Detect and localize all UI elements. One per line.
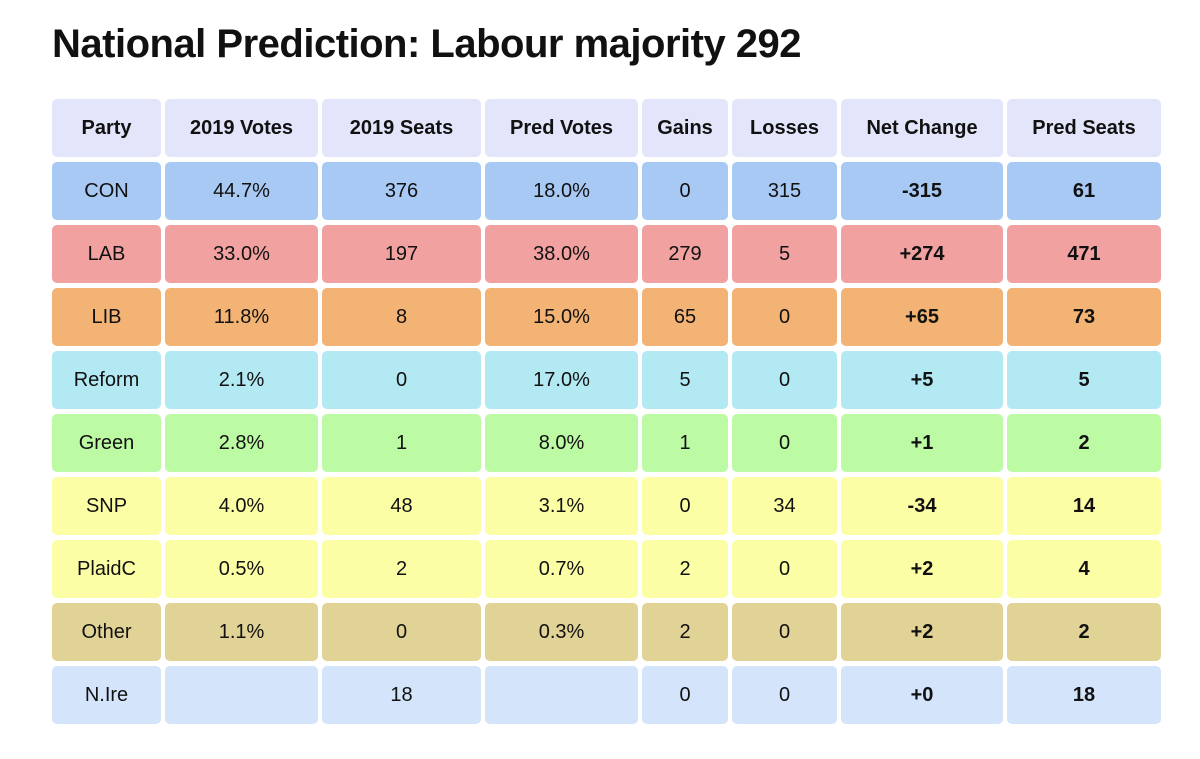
cell-n-ire-2019-votes [165, 666, 318, 724]
cell-reform-gains: 5 [642, 351, 728, 409]
cell-plaidc-2019-seats: 2 [322, 540, 481, 598]
cell-lib-pred-votes: 15.0% [485, 288, 638, 346]
cell-n-ire-gains: 0 [642, 666, 728, 724]
cell-other-2019-seats: 0 [322, 603, 481, 661]
header-2019-votes: 2019 Votes [165, 99, 318, 157]
cell-plaidc-gains: 2 [642, 540, 728, 598]
cell-lab-gains: 279 [642, 225, 728, 283]
cell-reform-pred-votes: 17.0% [485, 351, 638, 409]
cell-n-ire-2019-seats: 18 [322, 666, 481, 724]
cell-green-party: Green [52, 414, 161, 472]
cell-n-ire-losses: 0 [732, 666, 837, 724]
cell-other-pred-seats: 2 [1007, 603, 1161, 661]
cell-con-net-change: -315 [841, 162, 1003, 220]
cell-other-gains: 2 [642, 603, 728, 661]
header-party: Party [52, 99, 161, 157]
cell-other-losses: 0 [732, 603, 837, 661]
cell-n-ire-net-change: +0 [841, 666, 1003, 724]
cell-other-pred-votes: 0.3% [485, 603, 638, 661]
cell-plaidc-pred-seats: 4 [1007, 540, 1161, 598]
cell-plaidc-2019-votes: 0.5% [165, 540, 318, 598]
cell-con-pred-votes: 18.0% [485, 162, 638, 220]
header-losses: Losses [732, 99, 837, 157]
cell-lib-2019-seats: 8 [322, 288, 481, 346]
cell-lab-losses: 5 [732, 225, 837, 283]
cell-lib-party: LIB [52, 288, 161, 346]
cell-snp-pred-seats: 14 [1007, 477, 1161, 535]
cell-snp-gains: 0 [642, 477, 728, 535]
cell-green-losses: 0 [732, 414, 837, 472]
cell-green-gains: 1 [642, 414, 728, 472]
cell-plaidc-pred-votes: 0.7% [485, 540, 638, 598]
header-pred-votes: Pred Votes [485, 99, 638, 157]
cell-lab-net-change: +274 [841, 225, 1003, 283]
cell-other-net-change: +2 [841, 603, 1003, 661]
header-gains: Gains [642, 99, 728, 157]
cell-reform-2019-votes: 2.1% [165, 351, 318, 409]
cell-lib-gains: 65 [642, 288, 728, 346]
cell-snp-pred-votes: 3.1% [485, 477, 638, 535]
cell-reform-net-change: +5 [841, 351, 1003, 409]
header-pred-seats: Pred Seats [1007, 99, 1161, 157]
cell-snp-2019-seats: 48 [322, 477, 481, 535]
cell-other-2019-votes: 1.1% [165, 603, 318, 661]
cell-n-ire-pred-seats: 18 [1007, 666, 1161, 724]
cell-green-2019-seats: 1 [322, 414, 481, 472]
prediction-table: Party 2019 Votes 2019 Seats Pred Votes Gains… [52, 99, 1161, 724]
cell-lab-2019-seats: 197 [322, 225, 481, 283]
cell-lab-pred-seats: 471 [1007, 225, 1161, 283]
cell-snp-party: SNP [52, 477, 161, 535]
cell-lib-pred-seats: 73 [1007, 288, 1161, 346]
cell-con-party: CON [52, 162, 161, 220]
cell-lib-losses: 0 [732, 288, 837, 346]
cell-reform-2019-seats: 0 [322, 351, 481, 409]
cell-lab-2019-votes: 33.0% [165, 225, 318, 283]
cell-lib-net-change: +65 [841, 288, 1003, 346]
header-2019-seats: 2019 Seats [322, 99, 481, 157]
cell-plaidc-net-change: +2 [841, 540, 1003, 598]
header-net-change: Net Change [841, 99, 1003, 157]
cell-lab-party: LAB [52, 225, 161, 283]
cell-snp-losses: 34 [732, 477, 837, 535]
cell-plaidc-losses: 0 [732, 540, 837, 598]
cell-green-net-change: +1 [841, 414, 1003, 472]
cell-con-2019-votes: 44.7% [165, 162, 318, 220]
cell-con-losses: 315 [732, 162, 837, 220]
cell-lib-2019-votes: 11.8% [165, 288, 318, 346]
cell-lab-pred-votes: 38.0% [485, 225, 638, 283]
cell-snp-2019-votes: 4.0% [165, 477, 318, 535]
cell-plaidc-party: PlaidC [52, 540, 161, 598]
cell-other-party: Other [52, 603, 161, 661]
cell-con-pred-seats: 61 [1007, 162, 1161, 220]
cell-n-ire-party: N.Ire [52, 666, 161, 724]
cell-con-gains: 0 [642, 162, 728, 220]
cell-con-2019-seats: 376 [322, 162, 481, 220]
cell-reform-losses: 0 [732, 351, 837, 409]
cell-green-pred-votes: 8.0% [485, 414, 638, 472]
cell-reform-party: Reform [52, 351, 161, 409]
cell-green-2019-votes: 2.8% [165, 414, 318, 472]
cell-reform-pred-seats: 5 [1007, 351, 1161, 409]
cell-n-ire-pred-votes [485, 666, 638, 724]
cell-snp-net-change: -34 [841, 477, 1003, 535]
page-title: National Prediction: Labour majority 292 [52, 22, 802, 66]
cell-green-pred-seats: 2 [1007, 414, 1161, 472]
